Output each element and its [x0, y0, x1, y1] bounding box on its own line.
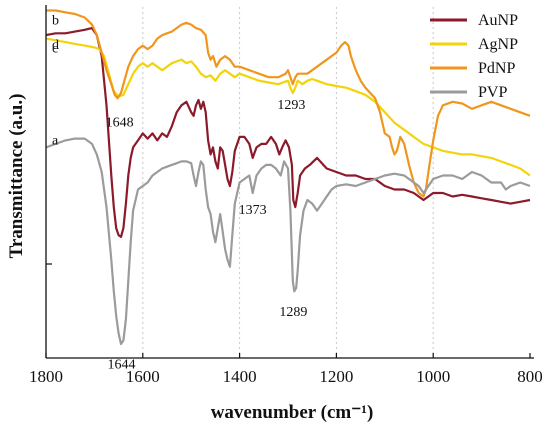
x-tick-label-1800: 1800	[29, 367, 63, 386]
legend: AuNP AgNP PdNP PVP	[430, 12, 518, 101]
x-tick-label-1000: 1000	[416, 367, 450, 386]
legend-label-aunp: AuNP	[478, 12, 518, 29]
peak-label-1644: 1644	[108, 358, 136, 373]
legend-label-pvp: PVP	[478, 84, 507, 101]
peak-annotations: 1648 1293 1373 1289 1644	[106, 98, 308, 373]
series-line-agnp	[45, 37, 531, 177]
series-line-pvp	[45, 137, 531, 346]
series-line-pdnp	[46, 9, 531, 198]
x-tick-label-1200: 1200	[319, 367, 353, 386]
curve-tag-c: c	[52, 42, 58, 57]
peak-label-1373: 1373	[239, 203, 267, 218]
peak-label-1648: 1648	[106, 115, 134, 130]
curve-tag-b: b	[52, 14, 59, 29]
series-line-aunp	[45, 27, 531, 238]
curve-tag-a: a	[52, 133, 59, 148]
x-axis-title: wavenumber (cm⁻¹)	[211, 402, 374, 423]
legend-label-agnp: AgNP	[478, 36, 518, 53]
curve-tag-d: d	[52, 38, 59, 53]
x-tick-label-1600: 1600	[126, 367, 160, 386]
plot-area	[45, 9, 531, 346]
legend-label-pdnp: PdNP	[478, 60, 515, 77]
x-ticks: 1800 1600 1400 1200 1000 800	[29, 353, 543, 386]
peak-label-1289: 1289	[279, 305, 307, 320]
axes	[45, 5, 534, 359]
y-axis-title: Transmittance (a.u.)	[6, 94, 27, 259]
curve-tags: dcb a	[52, 14, 59, 149]
peak-label-1293: 1293	[277, 98, 305, 113]
x-tick-label-800: 800	[517, 367, 543, 386]
x-tick-label-1400: 1400	[223, 367, 257, 386]
